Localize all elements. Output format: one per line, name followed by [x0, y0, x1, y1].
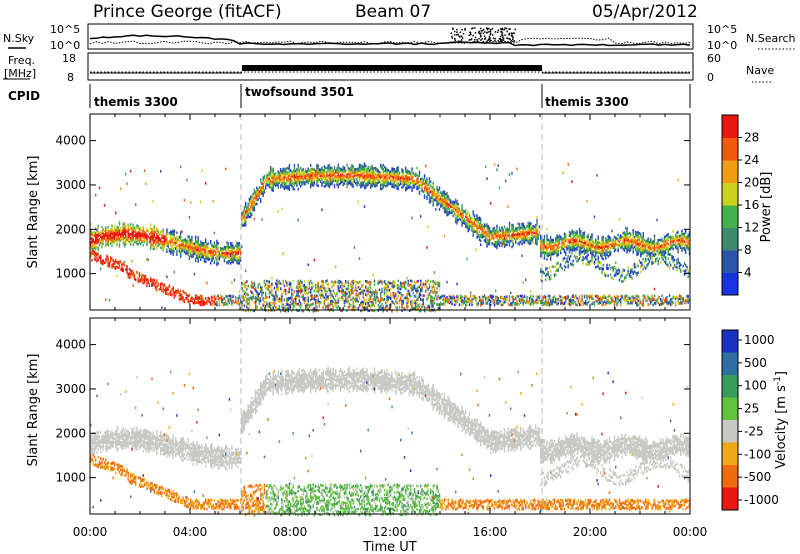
power-ytick-0: 1000 — [55, 267, 86, 281]
nsearch-burst — [450, 27, 516, 43]
velocity-colorbar-seg-3 — [722, 397, 738, 421]
freq-switching-band — [242, 65, 542, 71]
nave-label: Nave — [746, 64, 774, 77]
velocity-colorbar-seg-2 — [722, 375, 738, 398]
nsearch-tick-top: 10^5 — [707, 23, 737, 36]
velocity-ytick-2: 3000 — [55, 382, 86, 396]
nsky-label: N.Sky — [3, 32, 35, 45]
velocity-colorbar-seg-1 — [722, 352, 738, 376]
power-colorbar-seg-3 — [722, 205, 738, 228]
power-colorbar-tick-4: 20 — [744, 176, 759, 190]
velocity-colorbar-tick-5: -100 — [744, 447, 771, 461]
nave-tick-top: 60 — [707, 52, 721, 65]
x-tick-label-4: 16:00 — [473, 525, 508, 539]
power-ylabel: Slant Range [km] — [26, 156, 41, 269]
station-title: Prince George (fitACF) — [93, 2, 282, 22]
cpid-row: CPID themis 3300 twofsound 3501 themis 3… — [8, 84, 691, 109]
velocity-ytick-3: 4000 — [55, 338, 86, 352]
velocity-colorbar-tick-6: -500 — [744, 470, 771, 484]
x-axis-title: Time UT — [362, 540, 416, 554]
nsky-tick-top: 10^5 — [50, 23, 80, 36]
freq-label: Freq. — [8, 54, 35, 67]
power-colorbar-seg-7 — [722, 115, 738, 138]
velocity-colorbar-label-sup: -1 — [773, 376, 783, 385]
velocity-ytick-0: 1000 — [55, 471, 86, 485]
nsearch-label: N.Search — [746, 32, 796, 45]
nsky-tick-bottom: 10^0 — [50, 39, 80, 52]
velocity-colorbar-tick-4: -25 — [744, 424, 764, 438]
power-ytick-2: 3000 — [55, 178, 86, 192]
nsky-series — [89, 34, 691, 47]
date-title: 05/Apr/2012 — [592, 2, 698, 22]
x-tick-label-0: 00:00 — [73, 525, 108, 539]
velocity-x-labels: 00:00 04:00 08:00 12:00 16:00 20:00 00:00 — [73, 525, 708, 539]
freq-panel: Freq. [MHz] 18 8 60 0 Nave — [3, 52, 774, 84]
velocity-colorbar-seg-0 — [722, 330, 738, 353]
x-tick-label-2: 08:00 — [273, 525, 308, 539]
velocity-colorbar-label-end: ] — [774, 371, 789, 376]
power-colorbar-tick-2: 12 — [744, 221, 759, 235]
velocity-colorbar-tick-2: 100 — [744, 379, 767, 393]
x-tick-label-6: 00:00 — [673, 525, 708, 539]
power-colorbar-tick-5: 24 — [744, 153, 759, 167]
velocity-colorbar-tick-0: 1000 — [744, 333, 775, 347]
velocity-ylabel: Slant Range [km] — [26, 354, 41, 467]
power-ytick-1: 2000 — [55, 222, 86, 236]
power-panel: Slant Range [km] 1000 2000 3000 4000 — [26, 113, 691, 313]
velocity-colorbar: 1000 500 100 25 -25 -100 -500 -1000 Velocity [m… — [721, 329, 789, 511]
power-colorbar: 4 8 12 16 20 24 28 Power [dB] — [721, 114, 774, 296]
velocity-y-ticks: 1000 2000 3000 4000 — [55, 338, 690, 485]
nave-tick-bottom: 0 — [707, 71, 714, 84]
power-colorbar-seg-5 — [722, 160, 738, 183]
power-colorbar-seg-6 — [722, 137, 738, 161]
beam-title: Beam 07 — [355, 2, 431, 22]
cpid-label: CPID — [8, 89, 40, 103]
cpid-segment-2: twofsound 3501 — [245, 85, 354, 99]
power-heatmap — [90, 162, 691, 313]
power-colorbar-tick-3: 16 — [744, 198, 759, 212]
x-tick-label-1: 04:00 — [173, 525, 208, 539]
velocity-colorbar-seg-5 — [722, 442, 738, 466]
velocity-ytick-1: 2000 — [55, 426, 86, 440]
velocity-colorbar-tick-3: 25 — [744, 402, 759, 416]
freq-unit: [MHz] — [4, 67, 36, 80]
power-colorbar-seg-4 — [722, 182, 738, 206]
cpid-segment-3: themis 3300 — [545, 95, 629, 109]
power-ytick-3: 4000 — [55, 134, 86, 148]
x-tick-label-3: 12:00 — [373, 525, 408, 539]
velocity-colorbar-tick-7: -1000 — [744, 493, 779, 507]
cpid-segment-1: themis 3300 — [94, 95, 178, 109]
velocity-colorbar-seg-7 — [722, 487, 738, 511]
velocity-colorbar-label: Velocity [m s-1] — [773, 371, 789, 469]
nsearch-tick-bottom: 10^0 — [707, 39, 737, 52]
power-x-ticks — [89, 114, 691, 310]
power-colorbar-seg-0 — [722, 272, 738, 296]
velocity-heatmap — [90, 366, 691, 517]
power-colorbar-tick-0: 4 — [744, 266, 752, 280]
nsky-panel: N.Sky 10^5 10^0 10^5 10^0 N.Search — [3, 23, 796, 52]
x-tick-label-5: 20:00 — [573, 525, 608, 539]
power-colorbar-seg-2 — [722, 227, 738, 251]
power-colorbar-tick-1: 8 — [744, 243, 752, 257]
velocity-colorbar-seg-4 — [722, 420, 738, 443]
power-colorbar-label: Power [dB] — [759, 172, 774, 243]
power-colorbar-seg-1 — [722, 250, 738, 273]
velocity-colorbar-tick-1: 500 — [744, 356, 767, 370]
velocity-colorbar-seg-6 — [722, 465, 738, 488]
power-y-ticks: 1000 2000 3000 4000 — [55, 134, 690, 281]
freq-tick-bottom: 8 — [67, 71, 74, 84]
nsearch-series — [89, 37, 691, 45]
power-colorbar-tick-6: 28 — [744, 131, 759, 145]
velocity-x-ticks — [89, 318, 691, 514]
velocity-colorbar-label-main: Velocity [m s — [774, 385, 789, 469]
freq-tick-top: 18 — [62, 52, 76, 65]
